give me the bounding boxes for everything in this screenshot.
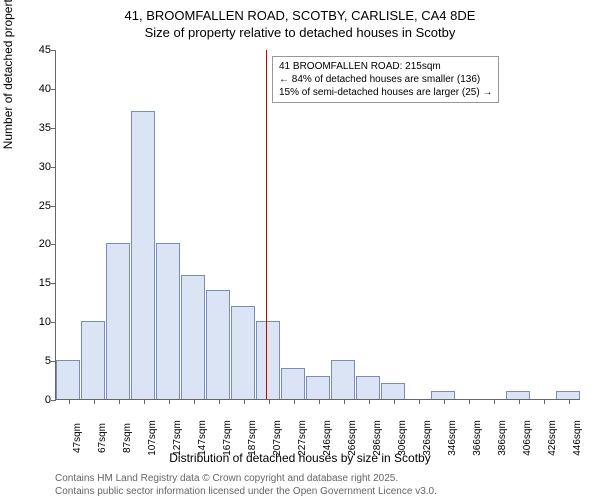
x-tick-mark (219, 399, 220, 404)
x-tick-mark (344, 399, 345, 404)
x-tick-mark (194, 399, 195, 404)
histogram-bar (331, 360, 355, 399)
histogram-bar (306, 376, 330, 399)
histogram-bar (106, 243, 130, 399)
histogram-bar (281, 368, 305, 399)
x-tick-mark (444, 399, 445, 404)
x-tick-mark (94, 399, 95, 404)
chart-title-line1: 41, BROOMFALLEN ROAD, SCOTBY, CARLISLE, … (0, 8, 600, 23)
y-tick-mark (51, 50, 56, 51)
y-tick-label: 30 (26, 161, 51, 173)
x-tick-mark (494, 399, 495, 404)
histogram-bar (231, 306, 255, 399)
x-tick-mark (544, 399, 545, 404)
x-tick-label: 87sqm (122, 423, 133, 453)
x-tick-mark (294, 399, 295, 404)
y-tick-label: 15 (26, 277, 51, 289)
y-tick-mark (51, 89, 56, 90)
x-tick-label: 67sqm (97, 423, 108, 453)
x-tick-mark (244, 399, 245, 404)
y-tick-label: 10 (26, 316, 51, 328)
plot-area: 05101520253035404547sqm67sqm87sqm107sqm1… (55, 50, 580, 400)
histogram-bar (256, 321, 280, 399)
histogram-bar (181, 275, 205, 399)
x-axis-label: Distribution of detached houses by size … (0, 451, 600, 465)
x-tick-mark (419, 399, 420, 404)
y-tick-label: 0 (26, 394, 51, 406)
histogram-bar (431, 391, 455, 399)
footer-license: Contains public sector information licen… (55, 486, 437, 497)
y-tick-label: 40 (26, 83, 51, 95)
histogram-bar (131, 111, 155, 399)
x-tick-mark (519, 399, 520, 404)
x-tick-mark (69, 399, 70, 404)
x-tick-mark (369, 399, 370, 404)
y-axis-label: Number of detached properties (1, 0, 15, 149)
histogram-bar (206, 290, 230, 399)
x-tick-mark (569, 399, 570, 404)
reference-line (266, 50, 267, 399)
annotation-box: 41 BROOMFALLEN ROAD: 215sqm← 84% of deta… (272, 56, 499, 103)
histogram-bar (381, 383, 405, 399)
x-tick-mark (169, 399, 170, 404)
annotation-line2: ← 84% of detached houses are smaller (13… (279, 73, 492, 86)
x-tick-mark (269, 399, 270, 404)
x-tick-mark (394, 399, 395, 404)
y-tick-label: 45 (26, 44, 51, 56)
histogram-bar (81, 321, 105, 399)
y-tick-label: 20 (26, 238, 51, 250)
histogram-bar (56, 360, 80, 399)
y-tick-mark (51, 244, 56, 245)
footer-copyright: Contains HM Land Registry data © Crown c… (55, 473, 398, 484)
y-tick-label: 25 (26, 200, 51, 212)
x-tick-mark (319, 399, 320, 404)
histogram-bar (506, 391, 530, 399)
y-tick-label: 35 (26, 122, 51, 134)
y-tick-mark (51, 167, 56, 168)
y-tick-mark (51, 400, 56, 401)
y-tick-label: 5 (26, 355, 51, 367)
chart-container: 41, BROOMFALLEN ROAD, SCOTBY, CARLISLE, … (0, 0, 600, 500)
histogram-bar (556, 391, 580, 399)
chart-title-line2: Size of property relative to detached ho… (0, 25, 600, 40)
y-tick-mark (51, 322, 56, 323)
y-tick-mark (51, 283, 56, 284)
histogram-bar (156, 243, 180, 399)
y-tick-mark (51, 128, 56, 129)
annotation-line1: 41 BROOMFALLEN ROAD: 215sqm (279, 60, 492, 73)
x-tick-mark (144, 399, 145, 404)
x-tick-mark (469, 399, 470, 404)
y-tick-mark (51, 206, 56, 207)
x-tick-mark (119, 399, 120, 404)
x-tick-label: 47sqm (72, 423, 83, 453)
histogram-bar (356, 376, 380, 399)
annotation-line3: 15% of semi-detached houses are larger (… (279, 86, 492, 99)
